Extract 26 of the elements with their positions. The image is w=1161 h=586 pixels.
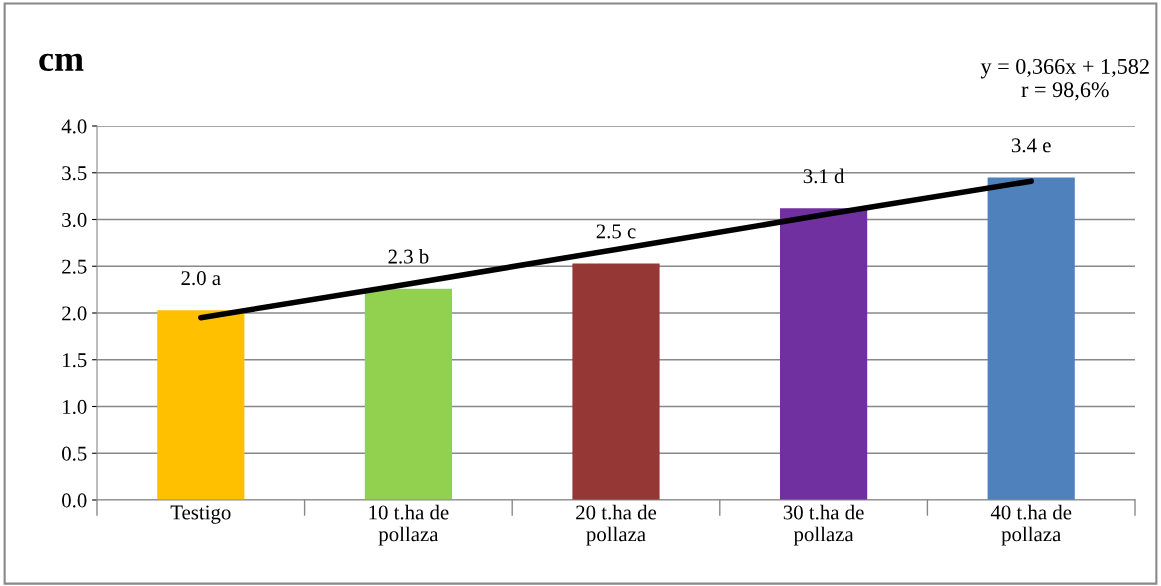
y-tick-label: 2.5 (62, 259, 87, 274)
data-label: 3.1 d (803, 168, 845, 184)
data-label: 3.4 e (1011, 138, 1051, 153)
y-tick-label: 0.5 (62, 446, 87, 461)
bar (987, 177, 1075, 500)
bar (157, 310, 245, 500)
y-tick-label: 1.0 (63, 399, 87, 415)
y-tick-label: 3.0 (62, 212, 87, 228)
y-tick-label: 2.0 (62, 306, 87, 321)
x-tick-label: 20 t.ha de pollaza (576, 504, 657, 546)
bar (364, 288, 452, 500)
data-label: 2.5 c (596, 224, 636, 239)
text: y = 0,366x + 1,582 r = 98,6% (980, 58, 1149, 101)
bar (572, 263, 660, 500)
x-tick-label: Testigo (170, 505, 231, 524)
x-tick-label: 40 t.ha de pollaza (990, 504, 1072, 546)
y-tick-label: 0.0 (62, 493, 87, 508)
y-axis-title: cm (39, 53, 84, 72)
y-tick-label: 3.5 (62, 166, 87, 181)
data-label: 2.0 a (181, 271, 221, 286)
x-tick-label: 30 t.ha de pollaza (783, 504, 864, 546)
y-tick-label: 4.0 (61, 119, 87, 134)
data-label: 2.3 b (388, 248, 429, 264)
bar (780, 208, 868, 500)
x-tick-label: 10 t.ha de pollaza (369, 504, 449, 546)
y-tick-label: 1.5 (63, 353, 87, 368)
